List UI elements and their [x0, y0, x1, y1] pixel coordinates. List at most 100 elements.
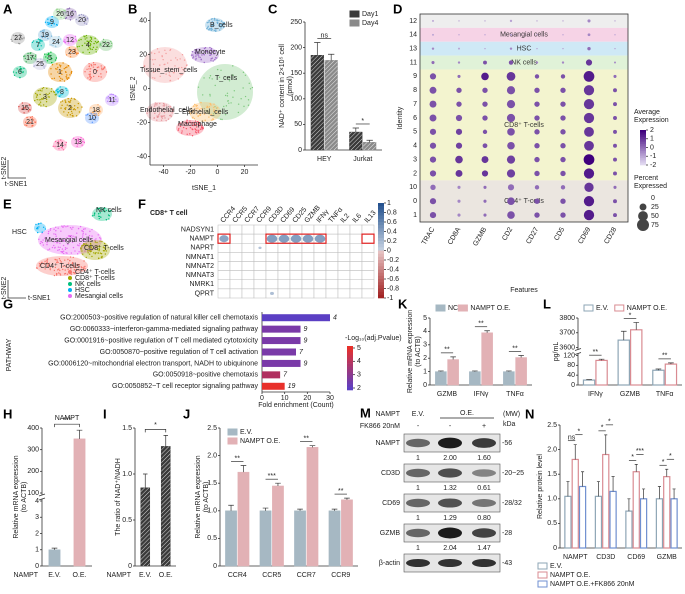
size-legend-label: 50: [651, 213, 659, 220]
cell-dot: [27, 52, 29, 55]
row-label: NADSYN1: [181, 226, 214, 233]
cell-dot: [90, 43, 92, 46]
size-legend-dot: [637, 219, 649, 231]
cell-dot: [69, 53, 71, 55]
panel-label: M: [360, 405, 371, 420]
cell-dot: [14, 34, 17, 37]
heatmap-cell: [241, 233, 255, 244]
heatmap-circle: [314, 234, 326, 243]
cell-dot: [84, 15, 86, 18]
cell-dot: [96, 207, 99, 209]
cell-dot: [221, 25, 223, 27]
legend-title: Expressed: [634, 183, 667, 190]
cell-dot: [38, 222, 40, 225]
cell-dot: [180, 73, 182, 76]
cell-dot: [67, 97, 69, 100]
cell-dot: [38, 238, 40, 241]
cell-dot: [72, 40, 75, 42]
cell-dot: [209, 54, 211, 56]
cell-dot: [60, 16, 62, 19]
heatmap-cell: [229, 224, 243, 235]
dot: [482, 143, 488, 149]
cell-dot: [172, 110, 174, 112]
cell-dot: [169, 105, 171, 108]
cell-dot: [40, 62, 43, 65]
cell-dot: [196, 104, 198, 107]
bar: [639, 498, 648, 549]
cell-dot: [54, 145, 56, 148]
cell-dot: [63, 240, 65, 243]
y-tick-label: 5: [413, 129, 417, 136]
cell-dot: [42, 244, 45, 246]
error-bar: [163, 435, 169, 447]
cell-dot: [154, 104, 156, 106]
cell-dot: [44, 35, 47, 37]
cell-dot: [66, 77, 68, 79]
cell-dot: [31, 41, 34, 44]
cell-dot: [165, 73, 167, 75]
dot: [429, 100, 437, 108]
cell-dot: [195, 104, 197, 106]
cell-dot: [204, 50, 207, 52]
dot: [457, 61, 461, 64]
cell-dot: [62, 62, 64, 64]
dot: [583, 209, 595, 221]
colorbar-tick-label: -2: [650, 162, 656, 169]
legend-swatch: [537, 571, 548, 579]
heatmap-cell: [253, 270, 267, 280]
cell-dot: [78, 111, 81, 113]
cell-dot: [77, 139, 79, 141]
cell-dot: [190, 121, 192, 124]
x-tick-label: -40: [158, 169, 168, 176]
dot: [587, 19, 591, 23]
cell-dot: [99, 240, 101, 242]
band-quant: 1.29: [443, 515, 457, 522]
x-tick-label: CCR9: [331, 572, 350, 579]
y-tick-label: 80: [567, 362, 575, 369]
dot: [506, 155, 516, 164]
cell-dot: [211, 50, 213, 52]
cell-dot: [179, 122, 181, 124]
cell-dot: [47, 96, 49, 98]
cell-dot: [89, 248, 91, 250]
count-label: 7: [283, 372, 288, 379]
heatmap-cell: [277, 224, 291, 235]
cell-dot: [99, 106, 101, 108]
cell-dot: [91, 255, 93, 258]
cell-dot: [97, 114, 100, 117]
significance-label: **: [593, 349, 599, 356]
cell-dot: [109, 45, 111, 48]
band-label: CD69: [382, 500, 400, 507]
colorbar-tick-label: -0.8: [387, 285, 399, 292]
y-tick-label: -40: [137, 153, 147, 160]
cell-dot: [56, 8, 58, 10]
heatmap-cell: [289, 279, 303, 290]
cell-dot: [97, 112, 100, 114]
dot: [614, 20, 616, 22]
heatmap-title: CD8⁺ T cell: [150, 210, 188, 217]
cell-dot: [77, 264, 79, 266]
significance-label: ***: [636, 448, 644, 455]
cell-dot: [56, 241, 58, 244]
cell-dot: [204, 47, 207, 49]
cluster-label: 6: [18, 69, 22, 76]
cell-dot: [164, 117, 166, 119]
cell-dot: [251, 86, 254, 89]
cell-dot: [40, 58, 42, 60]
cell-dot: [80, 136, 82, 139]
cell-dot: [74, 266, 76, 269]
legend-swatch: [68, 276, 72, 280]
x-tick-label: E.V.: [48, 572, 61, 579]
cell-dot: [53, 233, 55, 235]
cell-dot: [197, 52, 199, 55]
cell-dot: [56, 24, 58, 26]
cell-dot: [97, 40, 100, 43]
cell-dot: [44, 65, 46, 67]
cell-dot: [65, 141, 68, 144]
cell-dot: [92, 75, 95, 78]
cell-dot: [64, 272, 67, 275]
cell-dot: [201, 54, 203, 56]
error-bar: [668, 362, 674, 365]
cell-dot: [211, 20, 213, 23]
cell-dot: [87, 244, 89, 246]
